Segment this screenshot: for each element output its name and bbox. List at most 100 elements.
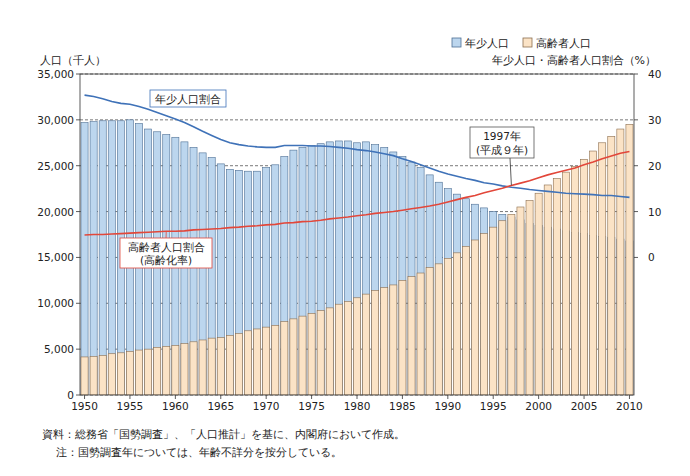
bar xyxy=(590,151,597,395)
tick xyxy=(584,395,585,399)
legend-swatch xyxy=(523,38,532,47)
bar xyxy=(281,157,288,395)
text-line: (高齢化率) xyxy=(140,254,192,266)
tick-label: 1980 xyxy=(344,400,371,412)
bar xyxy=(317,144,324,395)
tick-label: 10,000 xyxy=(37,297,74,309)
text-line: 1997年 xyxy=(483,130,521,142)
leader-line xyxy=(510,158,511,185)
bar xyxy=(299,147,306,395)
bar xyxy=(172,345,179,395)
bar xyxy=(226,335,233,395)
tick-label: 1975 xyxy=(298,400,325,412)
tick-label: 1950 xyxy=(71,400,98,412)
tick xyxy=(634,257,638,258)
tick-label: 5,000 xyxy=(44,343,74,355)
tick xyxy=(634,211,638,212)
tick xyxy=(76,257,80,258)
tick xyxy=(76,395,80,396)
bar xyxy=(526,201,533,395)
bar xyxy=(562,172,569,395)
tick-label: 30 xyxy=(648,114,661,126)
tick-label: 1955 xyxy=(117,400,144,412)
plot-frame xyxy=(80,74,634,395)
bar xyxy=(499,221,506,395)
axis-title: 年少人口・高齢者人口割合（%） xyxy=(492,54,656,67)
tick xyxy=(76,349,80,350)
bar xyxy=(499,214,506,395)
bar xyxy=(444,258,451,395)
bar xyxy=(462,246,469,395)
bar xyxy=(254,329,261,395)
bar xyxy=(263,168,270,395)
bar xyxy=(145,349,152,395)
bar xyxy=(272,165,279,395)
bar xyxy=(235,334,242,395)
tick xyxy=(84,395,85,399)
bar xyxy=(399,157,406,395)
tick-label: 1970 xyxy=(253,400,280,412)
tick xyxy=(402,395,403,399)
bar xyxy=(363,294,370,395)
tick-label: 35,000 xyxy=(37,68,74,80)
bar xyxy=(435,182,442,395)
tick xyxy=(634,119,638,120)
bar xyxy=(444,189,451,395)
tick xyxy=(220,395,221,399)
tick-label: 30,000 xyxy=(37,114,74,126)
bar xyxy=(335,141,342,395)
bar xyxy=(217,338,224,395)
axis-title: 人口（千人） xyxy=(40,54,106,67)
bar xyxy=(344,141,351,395)
bar xyxy=(372,290,379,395)
bar xyxy=(290,319,297,395)
bar xyxy=(399,280,406,395)
bar xyxy=(363,142,370,395)
bar xyxy=(571,167,578,395)
tick-label: 0 xyxy=(648,251,655,263)
tick xyxy=(311,395,312,399)
tick xyxy=(538,395,539,399)
tick-label: 2010 xyxy=(616,400,643,412)
tick-label: 15,000 xyxy=(37,251,74,263)
tick-label: 1990 xyxy=(434,400,461,412)
bar xyxy=(317,311,324,395)
legend-swatch xyxy=(452,38,461,47)
bar xyxy=(408,277,415,395)
bar xyxy=(126,351,133,395)
bar xyxy=(226,169,233,395)
tick xyxy=(76,165,80,166)
bar xyxy=(617,129,624,395)
bar xyxy=(290,150,297,395)
leader-line xyxy=(166,231,167,238)
bar xyxy=(517,207,524,395)
bar xyxy=(244,171,251,395)
bar xyxy=(326,308,333,395)
bar xyxy=(553,179,560,395)
bar xyxy=(99,356,106,395)
bar xyxy=(117,353,124,395)
legend-label: 高齢者人口 xyxy=(536,37,591,50)
bar xyxy=(390,152,397,395)
series-label: 高齢者人口割合(高齢化率) xyxy=(128,241,205,266)
callout-box xyxy=(150,90,226,107)
bar xyxy=(390,285,397,395)
bar xyxy=(408,162,415,395)
bar xyxy=(417,273,424,395)
tick-label: 1965 xyxy=(207,400,234,412)
bar xyxy=(181,142,188,395)
tick xyxy=(76,119,80,120)
bar xyxy=(481,208,488,395)
tick xyxy=(76,303,80,304)
bar xyxy=(308,146,315,395)
text-line: 高齢者人口割合 xyxy=(128,241,205,253)
bar xyxy=(90,122,97,395)
callout-box xyxy=(120,238,212,268)
bar xyxy=(90,356,97,395)
bar xyxy=(490,227,497,395)
bar xyxy=(353,298,360,395)
tick xyxy=(629,395,630,399)
bar xyxy=(235,170,242,395)
bar xyxy=(108,121,115,395)
bar xyxy=(254,171,261,395)
